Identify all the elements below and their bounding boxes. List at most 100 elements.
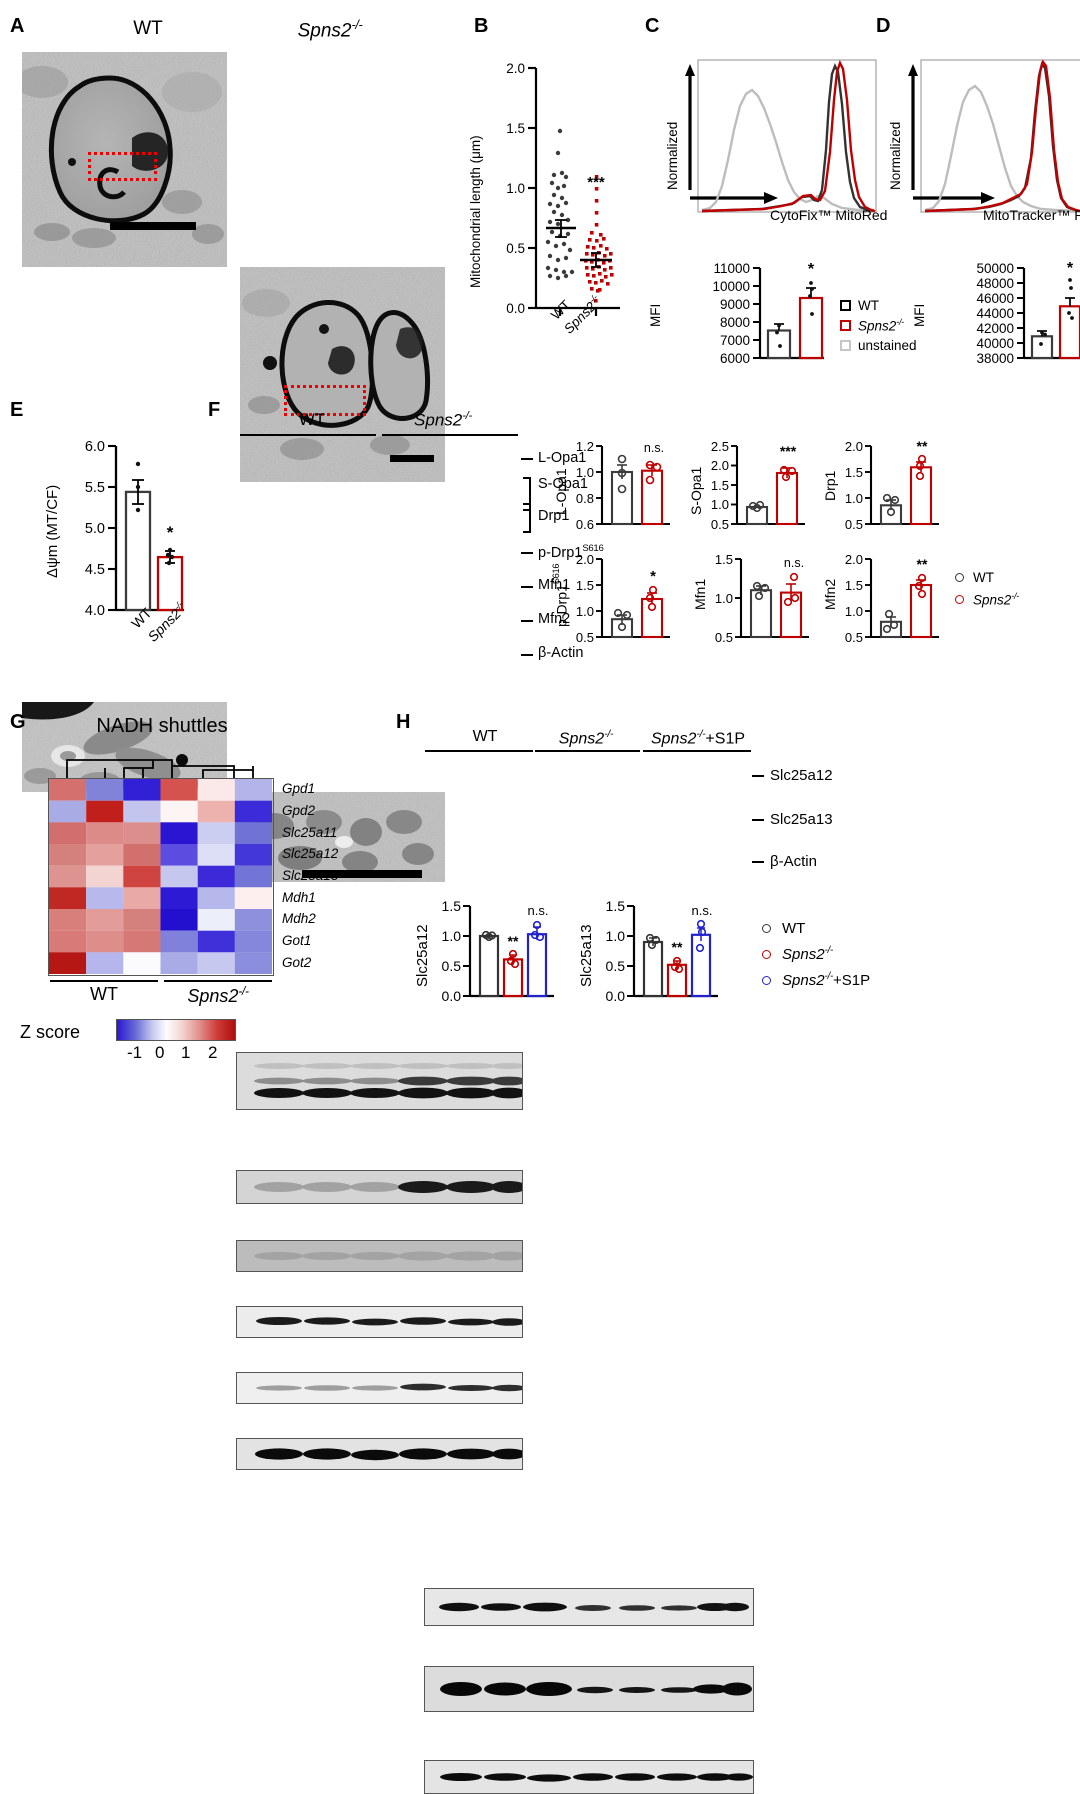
blot-mfn2 — [236, 1372, 523, 1404]
legend-square-unstained-icon — [840, 339, 851, 351]
svg-text:0.5: 0.5 — [442, 958, 462, 974]
svg-text:0.5: 0.5 — [576, 630, 594, 645]
svg-text:2.0: 2.0 — [845, 552, 863, 567]
panel-e-letter: E — [10, 399, 24, 421]
panel-b-plot: 2.0 1.5 1.0 0.5 0.0 — [506, 61, 620, 316]
svg-text:4.5: 4.5 — [85, 562, 105, 578]
chart-mfn2: 2.0 1.5 1.0 0.5 ** — [845, 552, 939, 645]
panel-c-histogram — [685, 59, 877, 213]
chart-h-slc25a12: 1.5 1.0 0.5 0.0 ** n.s. — [442, 898, 554, 1004]
panel-h-group3-suffix: +S1P — [705, 730, 746, 748]
svg-text:5.0: 5.0 — [85, 521, 105, 537]
legend-h-label-s1p-gene: Spns2 — [782, 972, 825, 989]
hm-row-label-slc25a12: Slc25a12 — [282, 846, 339, 861]
legend-cd-label-ko-sup: -/- — [896, 317, 904, 327]
svg-text:0.5: 0.5 — [845, 517, 863, 532]
svg-text:1.5: 1.5 — [576, 578, 594, 593]
panel-h-group3-gene: Spns2 — [650, 730, 697, 748]
svg-text:1.5: 1.5 — [506, 121, 525, 136]
legend-cd: WT Spns2-/- unstained — [840, 298, 917, 353]
svg-text:**: ** — [508, 933, 519, 949]
chart-drp1: 2.0 1.5 1.0 0.5 ** — [845, 438, 939, 532]
svg-text:8000: 8000 — [720, 315, 750, 330]
legend-f-item-wt: WT — [955, 570, 1019, 585]
legend-cd-label-ko: Spns2-/- — [858, 317, 904, 334]
chart-s-opa1-ylabel: S-Opa1 — [688, 466, 704, 515]
legend-cd-item-unstained: unstained — [840, 338, 917, 353]
blot-label-l-opa1: L-Opa1 — [538, 450, 587, 466]
panel-g-title: NADH shuttles — [96, 715, 228, 737]
legend-f-label-wt: WT — [973, 570, 994, 585]
svg-text:1.2: 1.2 — [576, 439, 594, 454]
chart-p-drp1: 2.0 1.5 1.0 0.5 * — [576, 552, 670, 645]
svg-text:1.5: 1.5 — [715, 552, 733, 567]
svg-text:n.s.: n.s. — [528, 903, 549, 918]
legend-h-item-s1p: Spns2-/-+S1P — [762, 971, 870, 989]
chart-l-opa1-ylabel: L-Opa1 — [553, 468, 569, 515]
panel-f-letter: F — [208, 399, 221, 421]
svg-text:1.0: 1.0 — [845, 604, 863, 619]
svg-text:**: ** — [672, 939, 683, 955]
panel-a-col2-sup: -/- — [351, 18, 363, 32]
chart-h-slc25a12-ylabel-wrap: Slc25a12 — [414, 905, 431, 987]
blot-label-drp1: Drp1 — [538, 508, 570, 524]
panel-g-colorbar-tick-1: 1 — [181, 1043, 191, 1062]
svg-text:0.8: 0.8 — [576, 491, 594, 506]
panel-h-group2-sup: -/- — [604, 728, 614, 740]
blot-beta-actin-f — [236, 1438, 523, 1470]
svg-text:1.0: 1.0 — [442, 928, 462, 944]
panel-g-group2-sup: -/- — [238, 984, 249, 998]
chart-s-opa1-ylabel-wrap: S-Opa1 — [688, 453, 704, 515]
svg-text:10000: 10000 — [712, 279, 750, 294]
panel-f-group1-underline — [240, 434, 376, 436]
legend-circle-ko-icon — [955, 594, 964, 604]
chart-l-opa1-ylabel-wrap: L-Opa1 — [553, 453, 569, 515]
panel-d-letter: D — [876, 15, 891, 37]
legend-h-item-wt: WT — [762, 920, 870, 937]
blot-slc25a13 — [424, 1666, 754, 1712]
panel-a-col1-title: WT — [133, 18, 163, 39]
svg-text:***: *** — [587, 174, 605, 191]
panel-h-group2-gene: Spns2 — [558, 730, 605, 748]
legend-h-circle-ko-icon — [762, 949, 771, 959]
svg-text:46000: 46000 — [976, 291, 1014, 306]
roi-box-ko — [284, 385, 366, 416]
chart-drp1-ylabel-wrap: Drp1 — [822, 453, 838, 501]
tem-image-wt-overview — [22, 52, 227, 267]
panel-b-letter: B — [474, 15, 489, 37]
panel-a-col2-gene: Spns2 — [297, 20, 352, 42]
svg-text:2.0: 2.0 — [845, 439, 863, 454]
svg-text:2.0: 2.0 — [711, 458, 729, 473]
panel-g-heatmap — [48, 778, 274, 976]
panel-h-group3-underline — [643, 750, 751, 752]
blot-label-beta-actin-h: β-Actin — [770, 853, 817, 870]
svg-text:*: * — [167, 523, 174, 542]
panel-d-bar-chart: 50000 48000 46000 44000 42000 40000 3800… — [976, 260, 1080, 366]
chart-mfn1: 1.5 1.0 0.5 n.s. — [715, 552, 809, 645]
panel-f-group2-underline — [382, 434, 518, 436]
panel-d-hist-xlabel: MitoTracker™ Red — [983, 207, 1080, 223]
legend-cd-item-wt: WT — [840, 298, 917, 313]
panel-c-letter: C — [645, 15, 660, 37]
svg-text:2.0: 2.0 — [506, 61, 525, 76]
blot-mfn1 — [236, 1306, 523, 1338]
blot-beta-actin-h — [424, 1760, 754, 1794]
svg-text:***: *** — [780, 443, 797, 459]
legend-h-label-s1p-suffix: +S1P — [832, 972, 871, 989]
blot-label-slc25a12: Slc25a12 — [770, 767, 833, 784]
legend-h-label-s1p-sup: -/- — [824, 971, 834, 982]
panel-f-group2-gene: Spns2 — [414, 410, 463, 430]
panel-f-group1-title: WT — [298, 410, 326, 429]
panel-h-label-ticks — [752, 775, 764, 863]
svg-text:4.0: 4.0 — [85, 603, 105, 619]
chart-drp1-ylabel: Drp1 — [822, 470, 838, 501]
panel-e-ylabel: Δψm (MT/CF) — [44, 484, 61, 578]
svg-text:40000: 40000 — [976, 336, 1014, 351]
blot-label-p-drp1-text: p-Drp1 — [538, 544, 583, 561]
panel-h-group3-sup: -/- — [696, 728, 706, 740]
blot-label-p-drp1: p-Drp1S616 — [538, 543, 604, 561]
chart-h-slc25a13-ylabel-wrap: Slc25a13 — [578, 905, 595, 987]
panel-g-colorbar-tick-0: 0 — [155, 1043, 165, 1062]
panel-c-hist-xlabel: CytoFix™ MitoRed — [770, 207, 888, 223]
svg-text:1.5: 1.5 — [845, 578, 863, 593]
